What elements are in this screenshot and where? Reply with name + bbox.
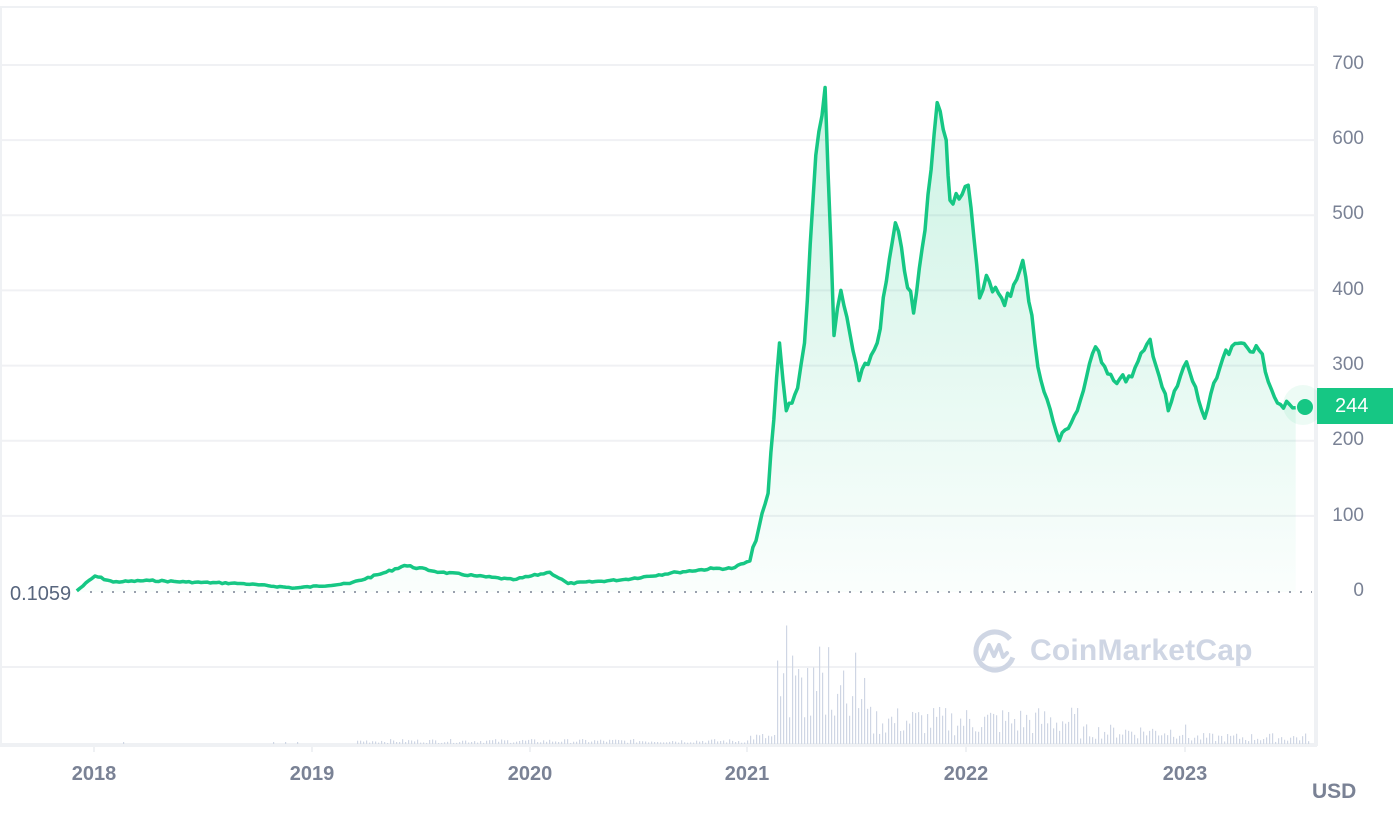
- y-tick-label: 700: [1332, 53, 1364, 74]
- x-tick-label: 2018: [71, 763, 117, 785]
- x-tick-label: 2019: [289, 763, 335, 785]
- x-ticks: [93, 746, 1186, 752]
- x-tick-label: 2021: [724, 763, 770, 785]
- start-value-label: 0.1059: [10, 583, 72, 605]
- coinmarketcap-watermark: CoinMarketCap: [972, 628, 1253, 674]
- watermark-text: CoinMarketCap: [1030, 634, 1253, 667]
- x-tick-label: 2023: [1162, 763, 1208, 785]
- y-tick-label: 100: [1332, 505, 1364, 526]
- price-area: [76, 87, 1296, 592]
- coinmarketcap-logo-icon: [973, 629, 1017, 673]
- volume-bars: [123, 625, 1310, 744]
- x-tick-label: 2020: [507, 763, 553, 785]
- x-tick-label: 2022: [943, 763, 989, 785]
- price-line: [75, 85, 1296, 593]
- y-tick-label: 400: [1332, 279, 1364, 300]
- y-tick-label: 500: [1332, 203, 1364, 224]
- currency-label[interactable]: USD: [1312, 780, 1357, 803]
- y-tick-label: 300: [1332, 354, 1364, 375]
- y-tick-label: 200: [1332, 429, 1364, 450]
- y-tick-label: 600: [1332, 128, 1364, 149]
- current-price-badge: 244: [1317, 388, 1393, 424]
- current-point[interactable]: [1297, 399, 1313, 415]
- y-tick-label: 0: [1353, 580, 1364, 601]
